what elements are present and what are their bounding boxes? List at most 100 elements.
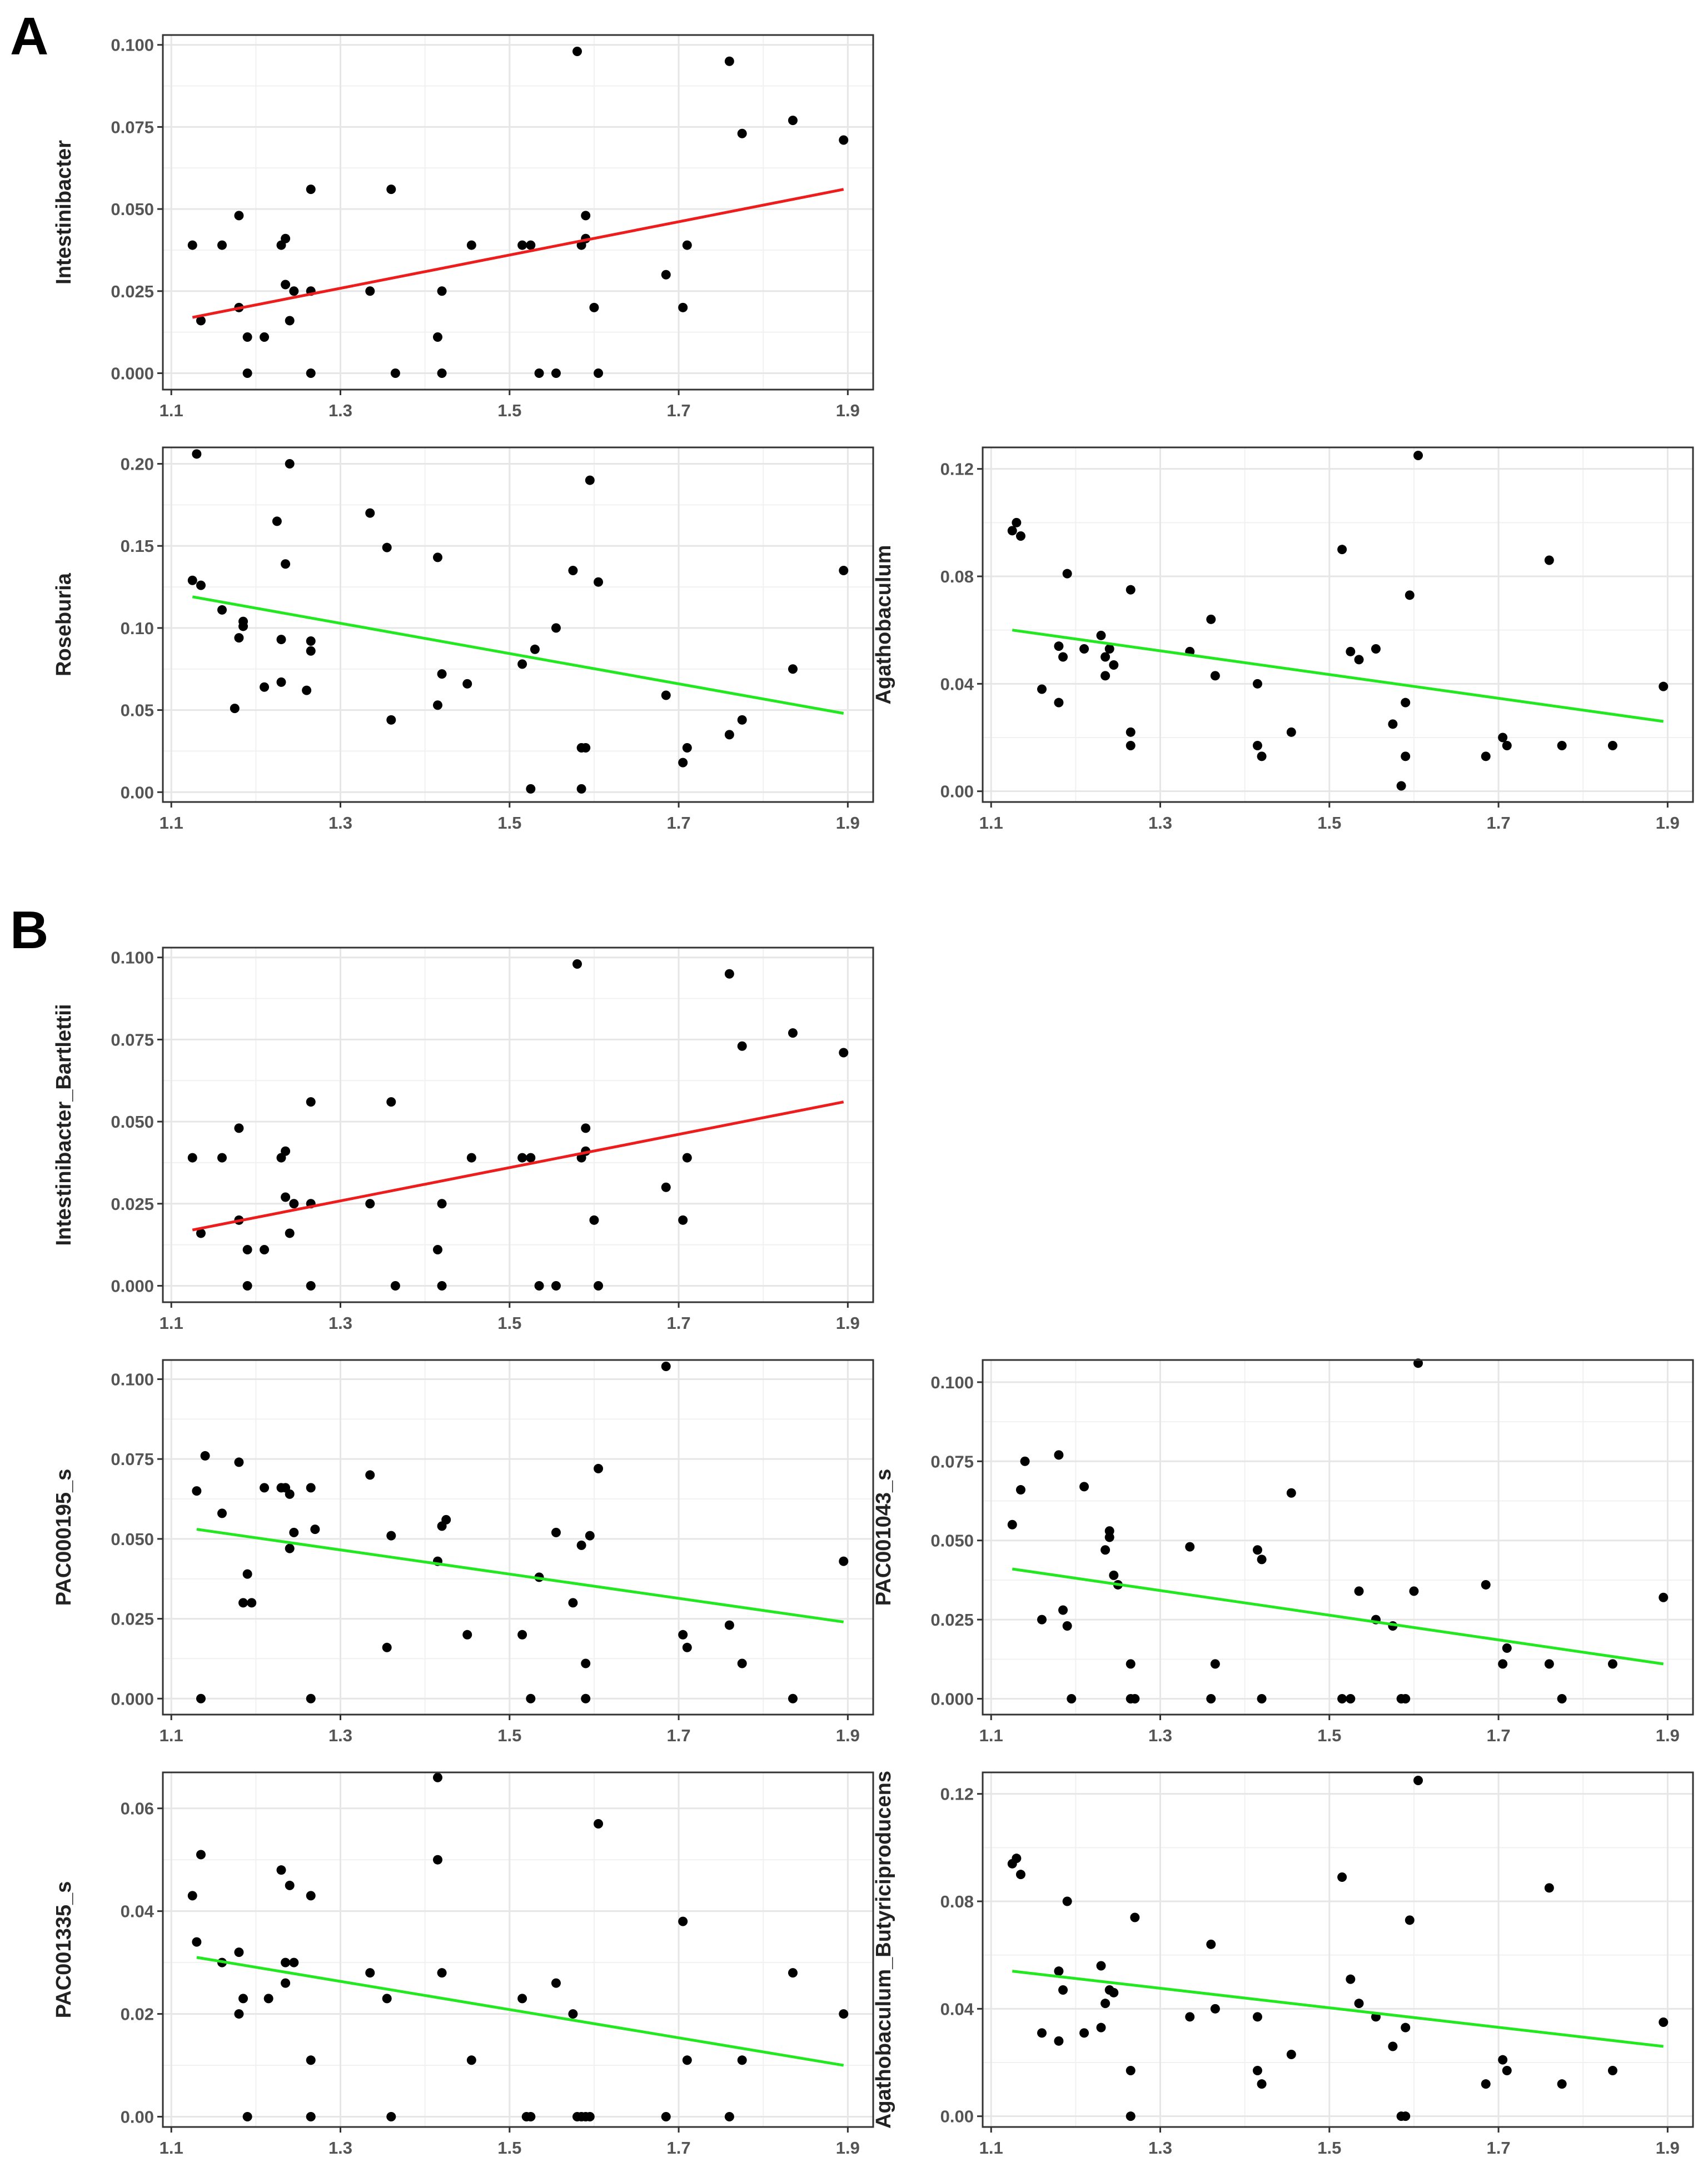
data-point [788, 1968, 798, 1978]
y-tick-label: 0.15 [121, 536, 154, 556]
data-point [1557, 1694, 1567, 1704]
data-point [234, 1123, 244, 1133]
data-point [466, 240, 476, 250]
x-tick-label: 1.7 [1487, 1726, 1511, 1745]
data-point [737, 715, 747, 725]
data-point [1126, 727, 1136, 737]
data-point [724, 2112, 734, 2122]
data-point [1126, 2066, 1136, 2075]
data-point [281, 1146, 291, 1156]
data-point [551, 1527, 561, 1537]
data-point [1252, 1545, 1262, 1555]
data-point [568, 1598, 578, 1608]
data-point [441, 1515, 451, 1525]
x-tick-label: 1.3 [328, 1726, 352, 1745]
data-point [1498, 2055, 1508, 2065]
data-point [437, 286, 447, 296]
data-point [724, 730, 734, 740]
data-point [365, 1199, 375, 1209]
data-point [1101, 652, 1111, 662]
y-tick-label: 0.000 [111, 1689, 154, 1708]
data-point [196, 1693, 206, 1703]
data-point [839, 2009, 849, 2019]
data-point [1481, 1580, 1491, 1590]
data-point [1054, 2036, 1064, 2046]
data-point [276, 677, 286, 687]
data-point [551, 368, 561, 378]
data-point [1252, 2012, 1262, 2022]
data-point [1015, 1485, 1025, 1495]
data-point [1210, 671, 1220, 681]
data-point [1252, 741, 1262, 750]
panel-label-b: B [10, 900, 48, 960]
y-tick-label: 0.100 [111, 1369, 154, 1389]
data-point [526, 784, 536, 794]
data-point [276, 635, 286, 645]
data-point [242, 1281, 252, 1291]
data-point [682, 1642, 692, 1652]
data-point [661, 270, 671, 280]
data-point [192, 449, 202, 459]
data-point [196, 1850, 206, 1860]
data-point [594, 1819, 604, 1829]
data-point [1346, 1974, 1356, 1984]
data-point [581, 1658, 591, 1668]
data-point [1007, 526, 1017, 536]
y-tick-label: 0.00 [940, 2107, 974, 2126]
data-point [581, 743, 591, 753]
data-point [551, 623, 561, 633]
data-point [437, 1281, 447, 1291]
plot-frame [162, 446, 874, 803]
y-tick-label: 0.100 [111, 36, 154, 55]
x-tick-label: 1.3 [328, 1313, 352, 1333]
data-point [187, 575, 197, 585]
data-point [196, 580, 206, 590]
panel-label-a: A [10, 7, 48, 66]
y-tick-label: 0.025 [930, 1610, 974, 1630]
data-point [1062, 1896, 1072, 1906]
y-tick-label: 0.000 [111, 1276, 154, 1296]
data-point [517, 240, 527, 250]
data-point [234, 1947, 244, 1957]
y-tick-label: 0.075 [111, 1449, 154, 1469]
data-point [1257, 751, 1267, 761]
data-point [382, 1642, 392, 1652]
y-tick-label: 0.00 [121, 783, 154, 802]
x-tick-label: 1.7 [667, 2138, 691, 2158]
data-point [1130, 1694, 1140, 1704]
data-point [1058, 1985, 1068, 1995]
data-point [1054, 698, 1064, 708]
data-point [530, 644, 540, 654]
data-point [1401, 751, 1411, 761]
data-point [217, 1153, 227, 1163]
data-point [281, 1978, 291, 1988]
data-point [678, 302, 688, 312]
data-point [1659, 1592, 1669, 1602]
data-point [1067, 1694, 1077, 1704]
data-point [839, 566, 849, 576]
x-tick-label: 1.3 [1148, 1726, 1172, 1745]
x-tick-label: 1.3 [328, 401, 352, 420]
data-point [306, 2112, 316, 2122]
y-tick-label: 0.02 [121, 2005, 154, 2024]
data-point [187, 240, 197, 250]
data-point [247, 1598, 257, 1608]
data-point [260, 332, 270, 342]
data-point [788, 1028, 798, 1038]
data-point [517, 1630, 527, 1640]
data-point [1607, 741, 1617, 750]
regression-line [192, 188, 844, 319]
data-point [661, 690, 671, 700]
data-point [682, 1153, 692, 1163]
data-point [594, 1281, 604, 1291]
data-point [1109, 660, 1119, 670]
y-axis-label: Intestinibacter [52, 140, 76, 285]
data-point [260, 1244, 270, 1254]
chart-a3: 1.1 1.3 1.5 1.7 1.9 0.00 0.04 0.08 0.12 Agathobac… [872, 446, 1694, 833]
data-point [281, 1192, 291, 1202]
data-point [724, 969, 734, 979]
data-point [242, 1569, 252, 1579]
y-tick-label: 0.04 [940, 674, 974, 694]
data-point [1096, 2022, 1106, 2032]
data-point [1401, 2022, 1411, 2032]
